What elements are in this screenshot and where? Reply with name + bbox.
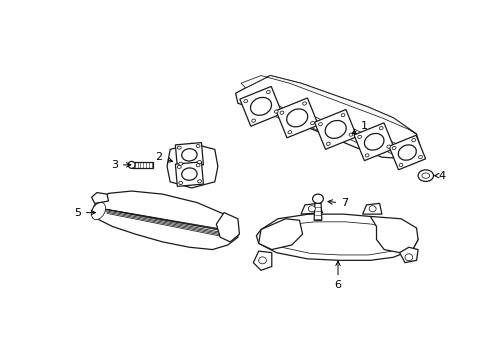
Ellipse shape bbox=[348, 133, 352, 136]
Ellipse shape bbox=[258, 257, 266, 264]
Polygon shape bbox=[175, 162, 203, 186]
Polygon shape bbox=[235, 76, 420, 159]
Ellipse shape bbox=[411, 139, 415, 142]
Ellipse shape bbox=[286, 109, 307, 127]
Ellipse shape bbox=[250, 98, 271, 115]
Polygon shape bbox=[380, 136, 400, 159]
Polygon shape bbox=[314, 109, 356, 149]
Ellipse shape bbox=[196, 144, 200, 148]
Polygon shape bbox=[399, 247, 417, 263]
Ellipse shape bbox=[357, 135, 361, 139]
Ellipse shape bbox=[287, 131, 291, 134]
Ellipse shape bbox=[182, 149, 197, 161]
Polygon shape bbox=[303, 112, 329, 136]
Text: 2: 2 bbox=[155, 152, 172, 162]
Ellipse shape bbox=[91, 202, 105, 220]
Ellipse shape bbox=[404, 254, 412, 261]
Ellipse shape bbox=[326, 142, 329, 145]
Polygon shape bbox=[388, 135, 425, 170]
Ellipse shape bbox=[266, 90, 270, 94]
Text: 4: 4 bbox=[434, 171, 445, 181]
Ellipse shape bbox=[179, 181, 182, 184]
Ellipse shape bbox=[197, 161, 201, 163]
Polygon shape bbox=[239, 86, 282, 126]
Polygon shape bbox=[362, 203, 381, 214]
Text: 3: 3 bbox=[111, 160, 131, 170]
Ellipse shape bbox=[128, 161, 135, 168]
Polygon shape bbox=[91, 191, 238, 249]
Polygon shape bbox=[266, 100, 290, 124]
Text: 7: 7 bbox=[327, 198, 347, 208]
Ellipse shape bbox=[251, 119, 255, 122]
Ellipse shape bbox=[318, 123, 322, 126]
Ellipse shape bbox=[177, 165, 181, 168]
Polygon shape bbox=[301, 203, 322, 214]
Polygon shape bbox=[241, 76, 416, 134]
Polygon shape bbox=[258, 219, 302, 249]
Polygon shape bbox=[167, 143, 218, 188]
Ellipse shape bbox=[398, 145, 415, 160]
Ellipse shape bbox=[302, 102, 306, 105]
Ellipse shape bbox=[274, 110, 278, 113]
Polygon shape bbox=[253, 251, 271, 270]
Ellipse shape bbox=[325, 121, 346, 138]
Polygon shape bbox=[216, 213, 239, 242]
Text: 6: 6 bbox=[334, 261, 341, 291]
Polygon shape bbox=[369, 216, 417, 253]
Polygon shape bbox=[256, 214, 417, 260]
Polygon shape bbox=[131, 162, 153, 168]
Text: 5: 5 bbox=[74, 208, 95, 217]
Ellipse shape bbox=[364, 134, 383, 150]
Ellipse shape bbox=[244, 100, 247, 103]
Polygon shape bbox=[175, 143, 203, 167]
Text: 1: 1 bbox=[351, 121, 367, 134]
Polygon shape bbox=[341, 123, 367, 148]
Ellipse shape bbox=[179, 162, 182, 165]
Polygon shape bbox=[275, 98, 318, 138]
Polygon shape bbox=[353, 123, 394, 161]
Ellipse shape bbox=[368, 206, 375, 212]
Ellipse shape bbox=[417, 170, 432, 181]
Polygon shape bbox=[91, 193, 108, 203]
Ellipse shape bbox=[398, 163, 402, 167]
Ellipse shape bbox=[310, 121, 314, 125]
Ellipse shape bbox=[308, 206, 315, 212]
Ellipse shape bbox=[341, 113, 344, 117]
Ellipse shape bbox=[197, 180, 201, 183]
Ellipse shape bbox=[386, 145, 390, 148]
Ellipse shape bbox=[365, 154, 368, 157]
Ellipse shape bbox=[418, 156, 422, 159]
Ellipse shape bbox=[421, 173, 429, 178]
Ellipse shape bbox=[196, 164, 200, 167]
Polygon shape bbox=[313, 203, 321, 220]
Ellipse shape bbox=[379, 127, 382, 130]
Ellipse shape bbox=[280, 111, 283, 114]
Ellipse shape bbox=[182, 168, 197, 180]
Ellipse shape bbox=[312, 194, 323, 203]
Ellipse shape bbox=[391, 147, 395, 150]
Ellipse shape bbox=[177, 146, 181, 149]
